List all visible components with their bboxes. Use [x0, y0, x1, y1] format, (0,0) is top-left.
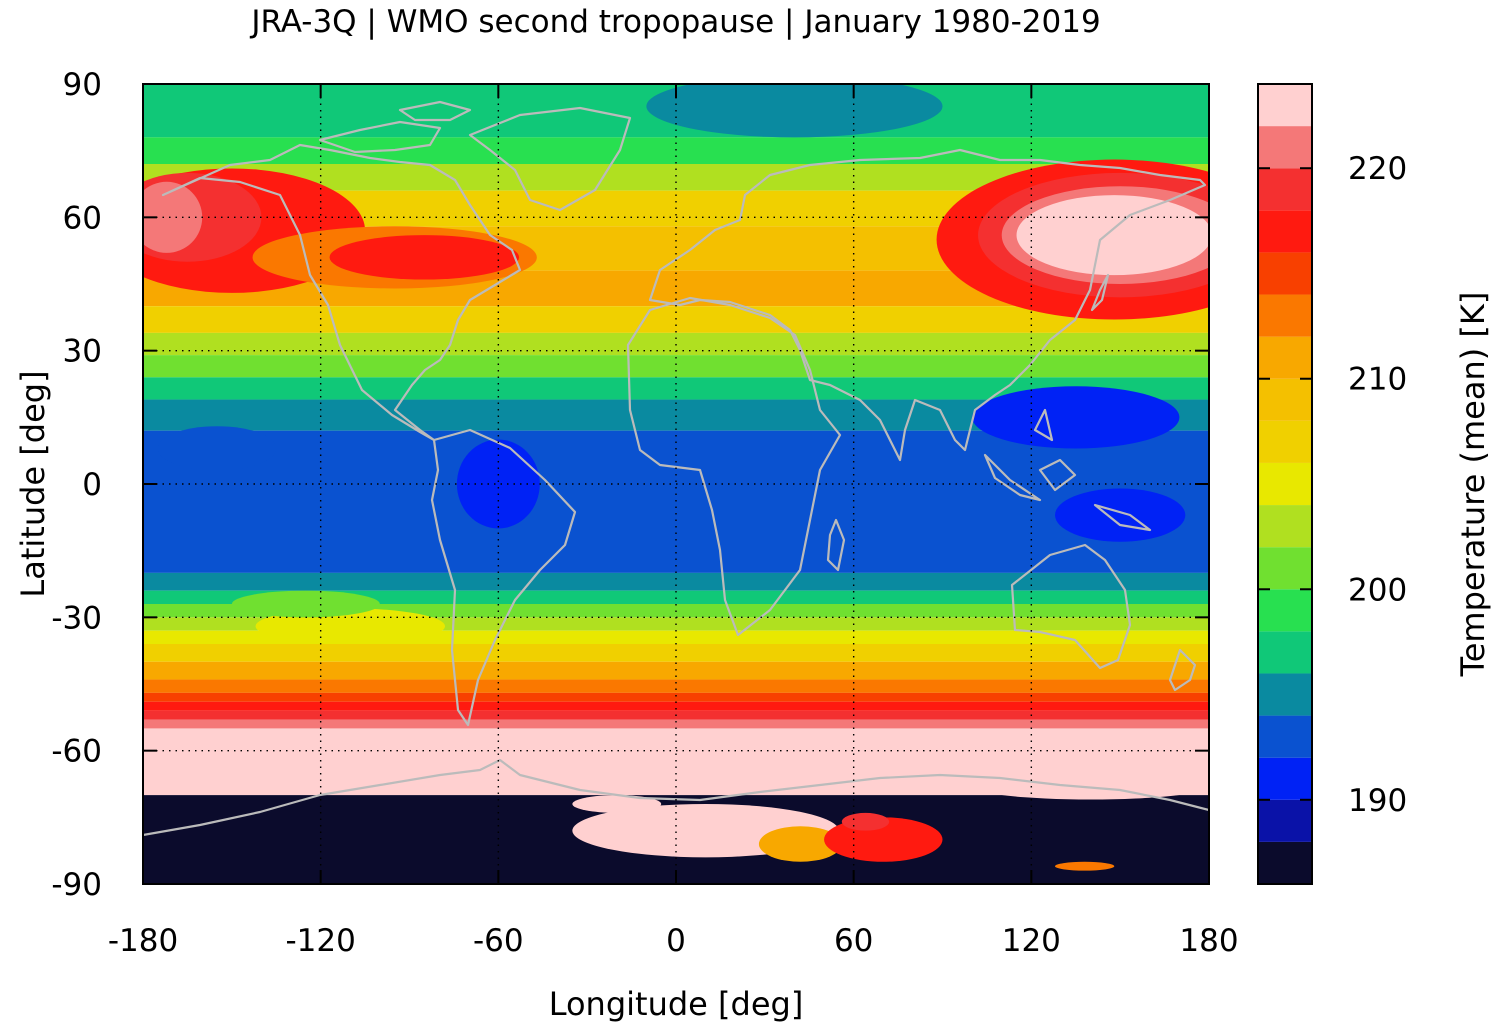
y-tick-label: -90: [51, 867, 102, 903]
x-tick-labels: -180 -120 -60 0 60 120 180: [108, 923, 1239, 959]
colorbar-segment: [1258, 841, 1312, 884]
x-tick-label: 0: [666, 923, 686, 959]
temperature-band: [143, 306, 1209, 333]
temperature-band: [143, 590, 1209, 604]
y-tick-label: 60: [63, 200, 102, 236]
coastline-north-america: [161, 143, 522, 442]
coastline-eurasia: [648, 148, 1207, 462]
colorbar-segment: [1258, 799, 1312, 842]
x-tick-label: 60: [834, 923, 873, 959]
colorbar-tick-label: 190: [1348, 783, 1407, 819]
temperature-feature: [157, 426, 277, 471]
y-tick-label: -60: [51, 734, 102, 770]
coastline-greenland: [468, 106, 632, 212]
axis-ticks: [142, 83, 1210, 885]
x-tick-label: -180: [108, 923, 178, 959]
colorbar-segment: [1258, 715, 1312, 758]
temperature-feature: [841, 812, 890, 831]
temperature-feature: [646, 84, 943, 138]
y-tick-label: 0: [82, 467, 102, 503]
colorbar-segment: [1258, 462, 1312, 506]
coastline-maritime-continent: [983, 408, 1152, 532]
temperature-feature: [143, 181, 203, 253]
colorbar-segment: [1258, 505, 1312, 548]
temperature-band: [143, 572, 1209, 591]
colorbar: 190 200 210 220 Temperature (mean) [K]: [1257, 83, 1492, 885]
colorbar-tick-label: 220: [1348, 151, 1407, 187]
temperature-feature: [456, 439, 540, 529]
coastline-japan: [1090, 273, 1110, 312]
coastline-madagascar: [826, 518, 846, 572]
colorbar-segment: [1258, 168, 1312, 211]
coastline-canadian-arctic: [318, 100, 472, 154]
temperature-feature: [758, 826, 842, 862]
y-axis-label: Latitude [deg]: [14, 370, 52, 597]
colorbar-segment: [1258, 252, 1312, 295]
temperature-feature: [329, 235, 520, 280]
x-tick-label: -60: [473, 923, 524, 959]
coastlines: [143, 100, 1209, 837]
colorbar-segment: [1258, 210, 1312, 253]
chart-title: JRA-3Q | WMO second tropopause | January…: [249, 4, 1100, 40]
temperature-feature: [572, 795, 662, 813]
colorbar-segment: [1258, 673, 1312, 716]
temperature-band: [143, 701, 1209, 711]
temperature-band: [143, 430, 1209, 573]
y-tick-labels: 90 60 30 0 -30 -60 -90: [51, 67, 102, 903]
x-axis-label: Longitude [deg]: [549, 985, 804, 1023]
temperature-band: [143, 377, 1209, 400]
temperature-band: [143, 679, 1209, 693]
coastline-antarctica: [143, 758, 1209, 837]
colorbar-segment: [1258, 126, 1312, 169]
colorbar-segment: [1258, 589, 1312, 632]
colorbar-segment: [1258, 336, 1312, 379]
colorbar-ticks: 190 200 210 220: [1258, 151, 1407, 819]
x-tick-label: 180: [1179, 923, 1238, 959]
temperature-feature: [972, 772, 1209, 800]
coastline-new-zealand: [1168, 648, 1197, 692]
temperature-feature: [1016, 195, 1209, 276]
temperature-band: [143, 137, 1209, 164]
temperature-feature: [231, 590, 380, 618]
temperature-feature: [1055, 861, 1115, 871]
colorbar-label: Temperature (mean) [K]: [1454, 292, 1492, 678]
y-tick-label: 90: [63, 67, 102, 103]
colorbar-segment: [1258, 631, 1312, 674]
colorbar-segment: [1258, 378, 1312, 421]
temperature-feature: [972, 386, 1180, 449]
x-tick-label: 120: [1002, 923, 1061, 959]
colorbar-segment: [1258, 294, 1312, 337]
temperature-band: [143, 661, 1209, 680]
temperature-band: [143, 644, 1209, 662]
colorbar-frame: [1257, 83, 1313, 885]
y-tick-label: -30: [51, 600, 102, 636]
coastline-australia: [1010, 543, 1132, 670]
colorbar-segment: [1258, 84, 1312, 127]
temperature-band: [143, 355, 1209, 378]
temperature-band: [143, 719, 1209, 729]
temperature-features: [143, 84, 1209, 871]
temperature-band: [143, 692, 1209, 702]
colorbar-tick-label: 200: [1348, 572, 1407, 608]
plot-area: [143, 84, 1209, 884]
y-tick-label: 30: [63, 334, 102, 370]
x-tick-label: -120: [285, 923, 355, 959]
colorbar-tick-label: 210: [1348, 362, 1407, 398]
colorbar-segments: [1258, 84, 1312, 884]
colorbar-segment: [1258, 420, 1312, 463]
colorbar-segment: [1258, 757, 1312, 800]
grid-lines: [143, 84, 1209, 884]
temperature-feature: [1055, 488, 1186, 542]
coastline-africa: [626, 296, 842, 637]
coastline-south-america: [430, 428, 577, 727]
colorbar-segment: [1258, 547, 1312, 590]
